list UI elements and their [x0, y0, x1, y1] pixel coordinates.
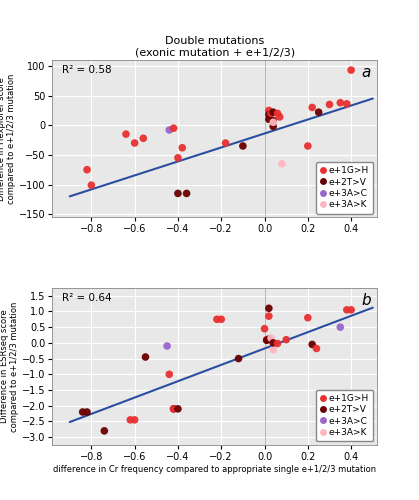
Point — [175, 405, 181, 413]
Point — [240, 142, 246, 150]
Point — [266, 106, 272, 114]
Point — [79, 408, 86, 416]
Point — [305, 142, 311, 150]
Y-axis label: Difference in ESRseq score
compared to e+1/2/3 mutation: Difference in ESRseq score compared to e… — [0, 301, 19, 432]
Text: a: a — [361, 64, 371, 80]
Point — [263, 336, 270, 344]
Point — [277, 113, 283, 121]
Text: R² = 0.58: R² = 0.58 — [62, 64, 112, 74]
Point — [337, 98, 344, 106]
Point — [268, 334, 274, 342]
Point — [344, 100, 350, 108]
Point — [84, 408, 91, 416]
Point — [175, 154, 181, 162]
Legend: e+1G>H, e+2T>V, e+3A>C, e+3A>K: e+1G>H, e+2T>V, e+3A>C, e+3A>K — [316, 162, 373, 214]
Point — [348, 66, 354, 74]
Point — [88, 181, 95, 189]
Point — [84, 166, 91, 173]
Point — [270, 116, 277, 124]
Point — [127, 416, 134, 424]
Point — [270, 339, 277, 347]
Point — [313, 344, 320, 352]
Point — [222, 139, 229, 147]
Point — [326, 411, 333, 419]
Point — [235, 354, 242, 362]
Point — [274, 110, 281, 118]
Point — [279, 160, 285, 168]
Point — [166, 370, 173, 378]
Point — [131, 416, 138, 424]
Point — [170, 405, 177, 413]
Point — [266, 116, 272, 124]
Point — [283, 336, 290, 344]
Point — [270, 118, 277, 126]
Point — [175, 190, 181, 198]
Point — [266, 110, 272, 118]
Point — [140, 134, 147, 142]
Title: Double mutations
(exonic mutation + e+1/2/3): Double mutations (exonic mutation + e+1/… — [134, 36, 295, 58]
Point — [344, 306, 350, 314]
Point — [164, 342, 171, 350]
X-axis label: difference in Cr frequency compared to appropriate single e+1/2/3 mutation: difference in Cr frequency compared to a… — [53, 464, 376, 473]
Point — [270, 108, 277, 116]
Legend: e+1G>H, e+2T>V, e+3A>C, e+3A>K: e+1G>H, e+2T>V, e+3A>C, e+3A>K — [316, 390, 373, 442]
Point — [268, 110, 274, 118]
Point — [263, 336, 270, 344]
Point — [183, 190, 190, 198]
Text: b: b — [361, 292, 371, 308]
Point — [266, 304, 272, 312]
Point — [218, 316, 225, 324]
Text: R² = 0.64: R² = 0.64 — [62, 292, 112, 302]
Point — [214, 316, 220, 324]
Point — [266, 312, 272, 320]
Point — [142, 353, 149, 361]
Point — [326, 100, 333, 108]
Point — [309, 340, 316, 348]
Point — [179, 144, 186, 152]
Point — [101, 427, 108, 435]
Point — [170, 405, 177, 413]
Point — [270, 122, 277, 130]
Y-axis label: Difference in Hexplorer score
compared to e+1/2/3 mutation: Difference in Hexplorer score compared t… — [0, 74, 16, 204]
Point — [170, 124, 177, 132]
Point — [261, 324, 268, 332]
Point — [123, 130, 129, 138]
Point — [166, 126, 173, 134]
Point — [274, 340, 281, 347]
Point — [315, 108, 322, 116]
Point — [270, 346, 277, 354]
Point — [348, 306, 354, 314]
Point — [266, 335, 272, 343]
Point — [309, 104, 316, 112]
Point — [131, 139, 138, 147]
Point — [305, 314, 311, 322]
Point — [337, 323, 344, 331]
